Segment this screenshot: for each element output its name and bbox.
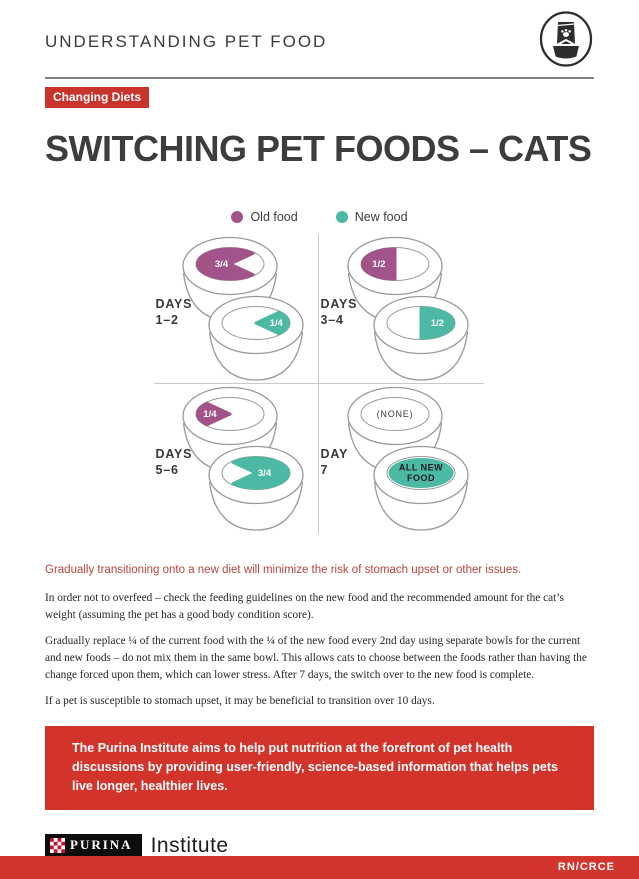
- category-badge: Changing Diets: [45, 87, 150, 108]
- old-food-bowl: 3/4: [181, 236, 278, 322]
- purina-brand-text: PURINA: [70, 837, 133, 853]
- body-copy: In order not to overfeed – check the fee…: [45, 590, 594, 710]
- footer-code: RN/CRCE: [557, 861, 615, 873]
- diagram-quadrant: 1/4 3/4 DAYS 5–6: [154, 384, 319, 534]
- bowl-label: 1/2: [430, 318, 443, 329]
- new-food-bowl: 3/4: [207, 445, 304, 531]
- footer-code-bar: RN/CRCE: [0, 856, 639, 879]
- page-title: SWITCHING PET FOODS – CATS: [45, 128, 592, 169]
- paragraph: In order not to overfeed – check the fee…: [45, 592, 564, 621]
- purina-institute-logo: PURINA Institute Advancing Science for P…: [45, 834, 248, 877]
- old-food-bowl: 1/4: [181, 386, 278, 472]
- header-title: UNDERSTANDING PET FOOD: [45, 31, 328, 51]
- old-food-bowl: 1/2: [346, 236, 443, 322]
- page-header: UNDERSTANDING PET FOOD: [0, 0, 639, 73]
- old-food-swatch: [231, 211, 244, 223]
- day-label: DAY 7: [320, 447, 349, 478]
- bowl-label: 3/4: [257, 468, 271, 479]
- new-food-bowl: 1/4: [207, 295, 304, 381]
- transition-diagram: 3/4 1/4 DAYS 1–2 1/2 1/2 DAYS 3–4 1/4 3/4 DAYS 5–6 (…: [153, 234, 486, 534]
- legend-item-old-food: Old food: [231, 210, 298, 224]
- legend-label-old-food: Old food: [250, 210, 298, 224]
- bowls-illustration: 1/4 3/4: [181, 386, 304, 531]
- paragraph: If a pet is susceptible to stomach upset…: [45, 694, 435, 707]
- day-label: DAYS 1–2: [155, 297, 193, 328]
- day-label: DAYS 3–4: [320, 297, 358, 328]
- bowls-illustration: 3/4 1/4: [181, 236, 304, 381]
- pet-food-bag-and-bowl-icon: [538, 10, 594, 73]
- paragraph: Gradually replace ¼ of the current food …: [45, 634, 587, 681]
- bowl-label: 1/4: [203, 409, 217, 420]
- new-food-swatch: [335, 211, 348, 223]
- bowls-illustration: 1/2 1/2: [346, 236, 469, 381]
- purina-wordmark: PURINA: [45, 834, 142, 858]
- header-divider: [45, 77, 594, 79]
- bowl-label: FOOD: [407, 473, 435, 483]
- legend-label-new-food: New food: [354, 210, 408, 224]
- legend-item-new-food: New food: [335, 210, 408, 224]
- day-label: DAYS 5–6: [155, 447, 193, 478]
- diagram-quadrant: 3/4 1/4 DAYS 1–2: [153, 234, 319, 384]
- purina-checkerboard-icon: [50, 837, 65, 853]
- new-food-bowl: 1/2: [372, 295, 469, 381]
- diagram-quadrant: 1/2 1/2 DAYS 3–4: [318, 234, 484, 384]
- bowl-label: ALL NEW: [398, 463, 442, 473]
- bowl-label: 1/4: [269, 318, 283, 329]
- diagram-quadrant: (NONE) ALL NEW FOOD DAY 7: [319, 384, 484, 534]
- mission-callout: The Purina Institute aims to help put nu…: [45, 725, 594, 810]
- intro-sentence: Gradually transitioning onto a new diet …: [45, 564, 522, 576]
- bowl-label: 3/4: [214, 259, 228, 270]
- institute-text: Institute: [150, 833, 229, 857]
- bowl-label: (NONE): [376, 409, 413, 419]
- bowl-label: 1/2: [372, 259, 385, 270]
- legend: Old food New food: [0, 210, 639, 224]
